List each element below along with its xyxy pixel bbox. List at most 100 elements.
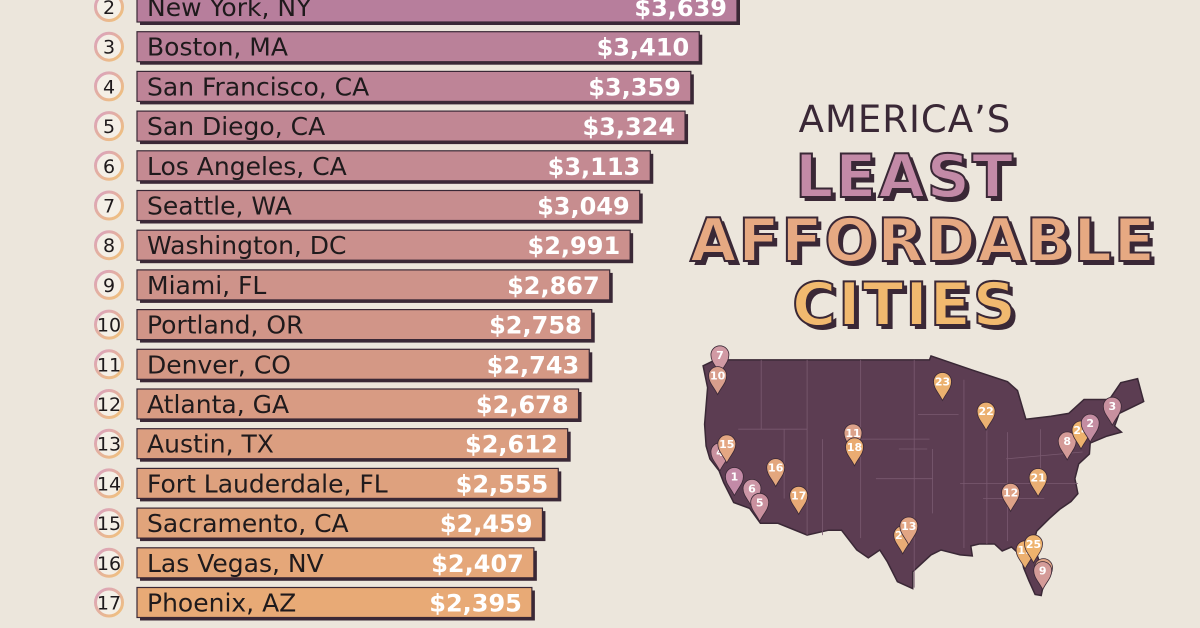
city-label: Denver, CO (147, 350, 291, 379)
map-pin: 22 (976, 401, 996, 432)
city-label: Washington, DC (147, 231, 347, 260)
value-label: $2,612 (465, 431, 558, 459)
bar (136, 467, 559, 499)
city-label: San Francisco, CA (147, 72, 369, 101)
map-pin: 25 (1024, 534, 1043, 564)
rank-badge (94, 31, 124, 62)
value-label: $2,678 (476, 391, 569, 419)
value-label: $2,395 (429, 590, 522, 618)
rank-badge (94, 428, 124, 459)
map-pin: 10 (708, 366, 727, 396)
pin-label: 1 (731, 471, 739, 484)
rank-number: 15 (97, 513, 121, 535)
rank-number: 5 (103, 116, 115, 138)
bar (136, 189, 641, 222)
rank-number: 3 (103, 37, 115, 59)
city-label: Las Vegas, NV (147, 549, 324, 578)
rank-badge (94, 190, 124, 221)
rank-number: 10 (97, 315, 121, 337)
map-pin: 1 (725, 467, 744, 497)
pin-label: 21 (1030, 472, 1045, 485)
rank-number: 11 (97, 354, 121, 376)
map-pin: 13 (899, 516, 919, 546)
pin-label: 3 (1108, 400, 1116, 413)
rank-badge (94, 508, 124, 539)
city-label: Austin, TX (147, 430, 274, 459)
rank-number: 2 (103, 0, 115, 19)
map-pin: 5 (750, 492, 770, 523)
bar (136, 309, 593, 341)
rank-badge (94, 71, 124, 102)
chart-title: AMERICA’S LEAST AFFORDABLE CITIES (689, 98, 1157, 340)
city-label: Fort Lauderdale, FL (147, 469, 388, 498)
city-label: Boston, MA (147, 33, 288, 62)
bar (136, 507, 544, 539)
value-label: $3,049 (537, 193, 630, 221)
map-pin: 8 (1057, 431, 1077, 461)
city-label: Seattle, WA (147, 192, 292, 221)
city-label: Los Angeles, CA (147, 152, 347, 181)
bar (136, 70, 692, 103)
rank-number: 17 (97, 593, 121, 615)
title-affordable: AFFORDABLE (689, 206, 1157, 276)
value-label: $3,410 (597, 34, 690, 62)
rank-badge (94, 230, 124, 261)
pin-label: 2 (1086, 417, 1094, 430)
value-label: $2,407 (431, 550, 524, 578)
value-label: $3,639 (634, 0, 727, 22)
city-label: San Diego, CA (147, 112, 325, 141)
rank-number: 4 (103, 76, 115, 98)
bar (136, 269, 611, 301)
value-label: $2,867 (507, 272, 600, 300)
pin-label: 6 (748, 482, 756, 495)
bar (136, 150, 651, 182)
rank-badge (94, 111, 124, 142)
pin-label: 16 (768, 462, 784, 475)
rank-badge (94, 150, 124, 181)
value-label: $2,758 (489, 312, 582, 340)
rank-number: 12 (97, 394, 121, 416)
pin-label: 12 (1003, 486, 1018, 499)
pin-label: 5 (756, 496, 764, 509)
rank-number: 9 (103, 275, 115, 297)
value-label: $2,459 (440, 510, 533, 538)
title-cities: CITIES (791, 270, 1018, 340)
map-pin: 18 (845, 437, 864, 467)
rank-badge (94, 587, 124, 618)
bar (136, 388, 580, 420)
pin-label: 9 (1039, 565, 1047, 578)
pin-label: 17 (791, 489, 806, 502)
map-pin: 3 (1102, 396, 1122, 427)
bar (136, 110, 686, 142)
value-label: $3,113 (548, 153, 641, 181)
pin-label: 7 (716, 349, 724, 362)
city-label: New York, NY (147, 0, 312, 22)
pin-label: 25 (1026, 538, 1041, 551)
bar (136, 31, 700, 63)
city-label: Miami, FL (147, 271, 266, 300)
bar (136, 547, 535, 579)
pin-label: 13 (901, 520, 916, 533)
pin-label: 23 (935, 376, 950, 389)
map-pin: 9 (1033, 561, 1053, 591)
pin-label: 11 (845, 427, 860, 440)
map-pin: 7 (710, 345, 730, 375)
ranked-bar-chart: 2 New York, NY $3,639 3 Boston, MA $3,410 4 San… (94, 0, 740, 621)
rank-badge (94, 0, 124, 22)
rank-number: 7 (103, 196, 115, 218)
value-label: $2,555 (456, 470, 549, 498)
title-least: LEAST (794, 142, 1015, 212)
bar (136, 229, 631, 261)
pin-label: 15 (719, 438, 734, 451)
rank-badge (94, 389, 124, 419)
rank-badge (94, 468, 124, 499)
pin-label: 8 (1063, 435, 1071, 448)
bar (136, 348, 590, 380)
city-label: Portland, OR (147, 311, 303, 340)
pin-label: 22 (978, 405, 993, 418)
map-pin: 16 (766, 458, 786, 488)
city-label: Sacramento, CA (147, 509, 349, 538)
rank-number: 13 (97, 434, 121, 456)
map-pin: 15 (717, 434, 737, 464)
rank-badge (94, 309, 124, 340)
